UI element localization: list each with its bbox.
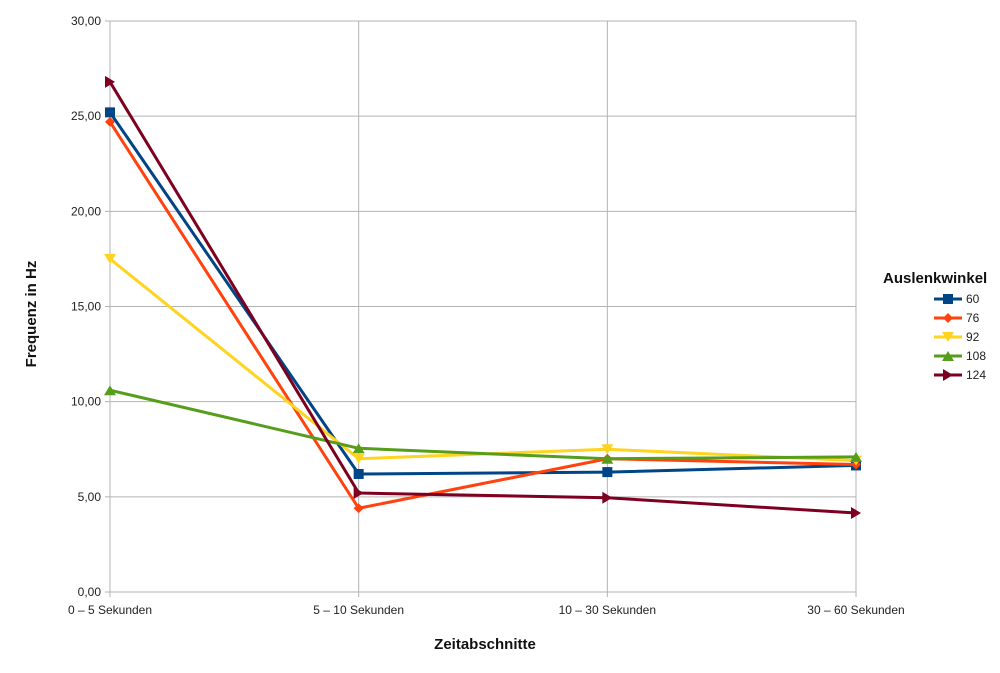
series-92 xyxy=(104,253,862,466)
legend-label: 108 xyxy=(966,349,986,363)
x-axis-ticks: 0 – 5 Sekunden 5 – 10 Sekunden 10 – 30 Sek… xyxy=(68,603,905,617)
series-line-60 xyxy=(108,111,857,476)
series-line-76 xyxy=(108,121,857,510)
y-axis-ticks: 0,00 5,00 10,00 15,00 20,00 25,00 30,00 xyxy=(71,14,101,599)
legend-swatch-marker xyxy=(942,332,954,342)
series-60 xyxy=(105,107,861,479)
series-line-124 xyxy=(108,81,857,515)
data-point-76 xyxy=(105,116,115,127)
legend-swatch-marker xyxy=(942,351,954,361)
series-124 xyxy=(105,75,861,520)
data-point-108 xyxy=(601,453,614,464)
legend-title: Auslenkwinkel xyxy=(883,270,987,287)
data-point-60 xyxy=(602,467,613,478)
data-point-60 xyxy=(353,468,364,479)
y-tick-label: 30,00 xyxy=(71,14,101,28)
x-tick-label: 0 – 5 Sekunden xyxy=(68,603,152,617)
x-axis-title: Zeitabschnitte xyxy=(434,636,536,653)
data-point-124 xyxy=(353,487,364,500)
data-point-92 xyxy=(601,444,614,455)
legend-item-76: 76 xyxy=(934,311,980,325)
legend-item-108: 108 xyxy=(934,349,986,363)
data-point-92 xyxy=(104,253,116,264)
legend-swatch-marker xyxy=(943,369,953,381)
legend-item-124: 124 xyxy=(934,368,986,382)
legend-swatch-marker xyxy=(943,313,953,323)
y-tick-label: 15,00 xyxy=(71,300,101,314)
series-line-108 xyxy=(109,388,857,461)
x-tick-label: 5 – 10 Sekunden xyxy=(313,603,404,617)
x-tick-label: 30 – 60 Sekunden xyxy=(807,603,904,617)
series-line-92 xyxy=(109,257,857,463)
data-point-124 xyxy=(851,507,861,520)
data-point-76 xyxy=(353,503,364,514)
data-point-92 xyxy=(352,453,365,464)
series-108 xyxy=(104,385,862,464)
data-point-124 xyxy=(105,75,115,88)
y-tick-label: 25,00 xyxy=(71,109,101,123)
legend-label: 124 xyxy=(966,368,986,382)
legend-item-60: 60 xyxy=(934,292,980,306)
data-point-108 xyxy=(352,443,365,454)
legend-swatch-marker xyxy=(943,294,953,304)
data-point-124 xyxy=(602,491,613,504)
legend-label: 60 xyxy=(966,292,980,306)
data-point-60 xyxy=(105,107,115,118)
legend-label: 76 xyxy=(966,311,980,325)
x-tick-label: 10 – 30 Sekunden xyxy=(559,603,656,617)
gridlines xyxy=(105,20,857,597)
data-point-108 xyxy=(850,451,862,462)
legend-item-92: 92 xyxy=(934,330,980,344)
series-group xyxy=(104,75,862,520)
y-tick-label: 5,00 xyxy=(78,490,102,504)
y-tick-label: 10,00 xyxy=(71,395,101,409)
legend: Auslenkwinkel 60 76 92 108 124 xyxy=(883,270,987,382)
y-tick-label: 0,00 xyxy=(78,585,102,599)
y-axis-title: Frequenz in Hz xyxy=(23,261,40,368)
legend-label: 92 xyxy=(966,330,980,344)
y-tick-label: 20,00 xyxy=(71,204,101,218)
data-point-108 xyxy=(104,385,116,396)
